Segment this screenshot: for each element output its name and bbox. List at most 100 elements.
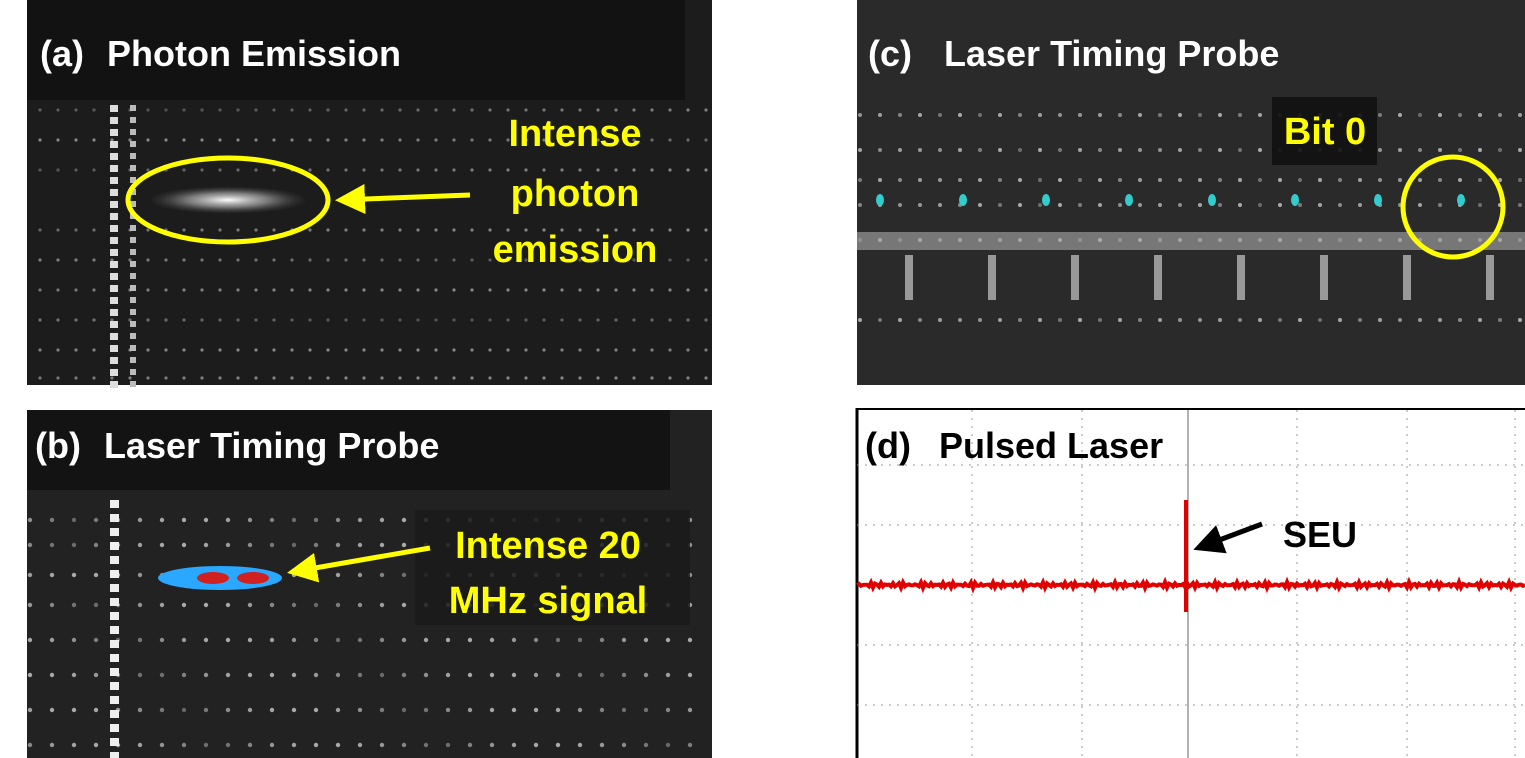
texture-dot — [1478, 178, 1482, 182]
texture-dot — [506, 108, 509, 111]
texture-dot — [898, 238, 902, 242]
texture-dot — [686, 258, 689, 261]
texture-dot — [666, 708, 670, 712]
texture-dot — [668, 138, 671, 141]
texture-dot — [1458, 318, 1462, 322]
texture-dot — [254, 318, 257, 321]
texture-dot — [236, 258, 239, 261]
texture-dot — [204, 673, 208, 677]
texture-dot — [272, 228, 275, 231]
texture-dot — [236, 138, 239, 141]
texture-dot — [1138, 318, 1142, 322]
texture-dot — [488, 138, 491, 141]
structure — [1071, 255, 1079, 300]
texture-dot — [644, 708, 648, 712]
texture-dot — [72, 708, 76, 712]
texture-dot — [204, 638, 208, 642]
texture-dot — [1438, 318, 1442, 322]
texture-dot — [362, 138, 365, 141]
texture-dot — [468, 708, 472, 712]
texture-dot — [182, 138, 185, 141]
texture-dot — [362, 318, 365, 321]
signal-hot — [237, 572, 269, 584]
texture-dot — [182, 603, 186, 607]
texture-dot — [918, 203, 922, 207]
texture-dot — [182, 708, 186, 712]
texture-dot — [272, 168, 275, 171]
texture-dot — [402, 638, 406, 642]
texture-dot — [1178, 318, 1182, 322]
texture-dot — [614, 318, 617, 321]
texture-dot — [362, 228, 365, 231]
texture-dot — [74, 348, 77, 351]
texture-dot — [1038, 113, 1042, 117]
texture-dot — [94, 673, 98, 677]
texture-dot — [452, 258, 455, 261]
bright-column — [130, 369, 136, 375]
texture-dot — [632, 376, 635, 379]
probe-dot — [1125, 194, 1133, 206]
texture-dot — [1178, 113, 1182, 117]
texture-dot — [998, 238, 1002, 242]
texture-dot — [308, 228, 311, 231]
texture-dot — [1318, 318, 1322, 322]
texture-dot — [56, 376, 59, 379]
texture-dot — [380, 573, 384, 577]
bright-column — [130, 105, 136, 111]
texture-dot — [182, 376, 185, 379]
texture-dot — [308, 348, 311, 351]
texture-dot — [1398, 238, 1402, 242]
bright-column — [110, 668, 119, 676]
texture-dot — [1418, 113, 1422, 117]
texture-dot — [704, 288, 707, 291]
texture-dot — [686, 228, 689, 231]
texture-dot — [38, 168, 41, 171]
texture-dot — [254, 108, 257, 111]
texture-dot — [272, 108, 275, 111]
texture-dot — [218, 258, 221, 261]
texture-dot — [248, 518, 252, 522]
texture-dot — [74, 288, 77, 291]
texture-dot — [614, 168, 617, 171]
texture-dot — [1078, 238, 1082, 242]
texture-dot — [28, 673, 32, 677]
texture-dot — [470, 108, 473, 111]
texture-dot — [226, 743, 230, 747]
texture-dot — [1058, 203, 1062, 207]
texture-dot — [248, 673, 252, 677]
texture-dot — [380, 138, 383, 141]
texture-dot — [578, 318, 581, 321]
texture-dot — [336, 573, 340, 577]
texture-dot — [468, 638, 472, 642]
texture-dot — [666, 638, 670, 642]
texture-dot — [668, 348, 671, 351]
texture-dot — [416, 258, 419, 261]
texture-dot — [92, 288, 95, 291]
structure — [988, 255, 996, 300]
bright-column — [130, 141, 136, 147]
texture-dot — [50, 673, 54, 677]
texture-dot — [358, 743, 362, 747]
texture-dot — [704, 376, 707, 379]
texture-dot — [164, 138, 167, 141]
texture-dot — [560, 376, 563, 379]
texture-dot — [236, 228, 239, 231]
texture-dot — [290, 318, 293, 321]
texture-dot — [542, 168, 545, 171]
texture-dot — [380, 518, 384, 522]
texture-dot — [1358, 178, 1362, 182]
texture-dot — [1118, 238, 1122, 242]
bright-column — [130, 165, 136, 171]
texture-dot — [490, 638, 494, 642]
bright-column — [110, 177, 118, 184]
texture-dot — [668, 108, 671, 111]
texture-dot — [204, 543, 208, 547]
texture-dot — [38, 258, 41, 261]
texture-dot — [200, 228, 203, 231]
texture-dot — [632, 348, 635, 351]
texture-dot — [1258, 148, 1262, 152]
texture-dot — [38, 318, 41, 321]
texture-dot — [380, 543, 384, 547]
texture-dot — [344, 348, 347, 351]
panel-title: Laser Timing Probe — [944, 33, 1279, 74]
